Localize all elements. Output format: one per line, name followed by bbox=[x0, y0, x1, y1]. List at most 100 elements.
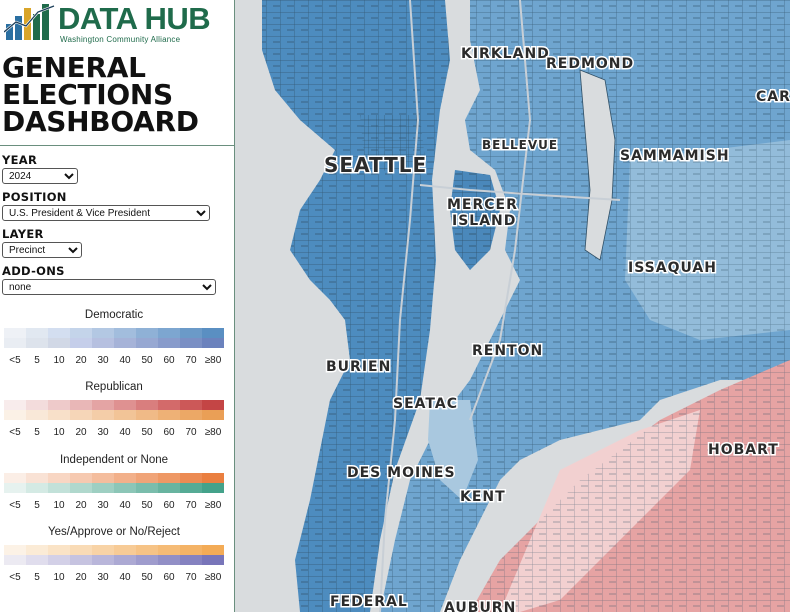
legend-swatch bbox=[4, 473, 26, 493]
legend-tick-label: 40 bbox=[119, 427, 131, 438]
legend-swatch bbox=[136, 328, 158, 348]
page-title-line-2: ELECTIONS bbox=[2, 78, 173, 111]
legend-tick-label: 30 bbox=[97, 572, 109, 583]
addons-label: ADD-ONS bbox=[2, 264, 65, 278]
legend-swatch bbox=[92, 473, 114, 493]
city-label-auburn: AUBURN bbox=[444, 600, 516, 612]
legend-title: Yes/Approve or No/Reject bbox=[48, 526, 180, 538]
legend-swatch bbox=[114, 545, 136, 565]
legend-swatch bbox=[48, 473, 70, 493]
legend-tick-label: 40 bbox=[119, 572, 131, 583]
legend-tick-label: 30 bbox=[97, 355, 109, 366]
legend-tick-label: 10 bbox=[53, 427, 65, 438]
legend-tick-label: <5 bbox=[9, 355, 21, 366]
legend-ticks: <5 5 10 20 30 40 50 60 70 ≥80 bbox=[4, 572, 224, 583]
legend-tick-label: 50 bbox=[141, 572, 153, 583]
legend-tick-label: <5 bbox=[9, 572, 21, 583]
legend-swatch bbox=[26, 328, 48, 348]
legend-swatch bbox=[136, 545, 158, 565]
legend-tick-label: 20 bbox=[75, 427, 87, 438]
legend-swatch bbox=[26, 545, 48, 565]
legend-tick-label: 10 bbox=[53, 500, 65, 511]
legend-swatch bbox=[202, 473, 224, 493]
lake-sammamish bbox=[579, 69, 616, 261]
page-title-line-1: GENERAL bbox=[2, 51, 146, 84]
legend-tick-label: 60 bbox=[163, 355, 175, 366]
legend-tick-label: 50 bbox=[141, 500, 153, 511]
legend-tick-label: 5 bbox=[34, 572, 40, 583]
legend-tick-label: 10 bbox=[53, 355, 65, 366]
layer-label: LAYER bbox=[2, 227, 44, 241]
brand-title: DATA HUB bbox=[58, 1, 211, 36]
brand-subtitle: Washington Community Alliance bbox=[60, 35, 181, 44]
legend-tick-label: 5 bbox=[34, 355, 40, 366]
city-label-seattle: SEATTLE bbox=[324, 153, 427, 177]
legend-swatch bbox=[114, 328, 136, 348]
legend-tick-label: 50 bbox=[141, 427, 153, 438]
legend-swatch bbox=[70, 328, 92, 348]
southeast-precincts bbox=[470, 360, 790, 612]
mercer-precincts bbox=[450, 170, 500, 270]
legend-swatch bbox=[92, 400, 114, 420]
legend-swatch bbox=[48, 328, 70, 348]
legend-swatch bbox=[136, 473, 158, 493]
legend-tick-label: 30 bbox=[97, 500, 109, 511]
city-label-mercer: MERCER bbox=[447, 197, 518, 213]
city-label-federal: FEDERAL bbox=[330, 594, 408, 610]
legend-tick-label: 20 bbox=[75, 355, 87, 366]
legend-ticks: <5 5 10 20 30 40 50 60 70 ≥80 bbox=[4, 427, 224, 438]
i90-bridge bbox=[419, 184, 621, 201]
legend-tick-label: 70 bbox=[185, 500, 197, 511]
legend-swatch bbox=[70, 400, 92, 420]
legend-tick-label: 5 bbox=[34, 427, 40, 438]
legend-swatch bbox=[48, 545, 70, 565]
layer-select[interactable]: Precinct bbox=[2, 242, 82, 258]
plateau-precincts bbox=[625, 140, 790, 340]
legend-swatch bbox=[114, 473, 136, 493]
year-select[interactable]: 2024 bbox=[2, 168, 78, 184]
legend-swatch bbox=[26, 473, 48, 493]
addons-select[interactable]: none bbox=[2, 279, 216, 295]
legend-tick-label: 60 bbox=[163, 572, 175, 583]
city-label-kent: KENT bbox=[460, 489, 506, 505]
downtown-precincts bbox=[360, 115, 425, 175]
legend-tick-label: 50 bbox=[141, 355, 153, 366]
sidebar: DATA HUB Washington Community Alliance G… bbox=[0, 0, 235, 612]
legend-swatch bbox=[114, 400, 136, 420]
legend-block: Democratic <5 5 10 20 30 40 50 60 70 ≥80 bbox=[4, 308, 224, 366]
legend-swatch bbox=[4, 400, 26, 420]
legend-swatch bbox=[180, 328, 202, 348]
interstate-5 bbox=[379, 0, 420, 612]
legend-swatch bbox=[202, 328, 224, 348]
legend-swatches bbox=[4, 400, 224, 420]
legend-tick-label: 40 bbox=[119, 355, 131, 366]
legend-swatch bbox=[158, 473, 180, 493]
city-label-hobart: HOBART bbox=[708, 442, 779, 458]
legend-ticks: <5 5 10 20 30 40 50 60 70 ≥80 bbox=[4, 500, 224, 511]
legend-ticks: <5 5 10 20 30 40 50 60 70 ≥80 bbox=[4, 355, 224, 366]
page-title-line-3: DASHBOARD bbox=[2, 105, 199, 138]
legend-tick-label: 60 bbox=[163, 427, 175, 438]
city-label-redmond: REDMOND bbox=[546, 56, 634, 72]
legend-tick-label: 20 bbox=[75, 572, 87, 583]
legend-block: Yes/Approve or No/Reject <5 5 10 20 30 40 50 60 7… bbox=[4, 525, 224, 583]
brand: DATA HUB Washington Community Alliance bbox=[4, 2, 230, 46]
legend-swatch bbox=[92, 328, 114, 348]
position-select[interactable]: U.S. President & Vice President bbox=[2, 205, 210, 221]
seatac-airport bbox=[428, 400, 478, 500]
legend-swatch bbox=[180, 400, 202, 420]
city-label-burien: BURIEN bbox=[326, 359, 391, 375]
position-label: POSITION bbox=[2, 190, 67, 204]
legend-swatches bbox=[4, 473, 224, 493]
legend-title: Republican bbox=[85, 381, 143, 393]
legend-tick-label: ≥80 bbox=[204, 427, 222, 438]
legend-swatch bbox=[26, 400, 48, 420]
legend-tick-label: 70 bbox=[185, 355, 197, 366]
bar-chart-logo-icon bbox=[4, 4, 55, 40]
legend-swatches bbox=[4, 545, 224, 565]
sidebar-divider bbox=[0, 145, 234, 146]
legend-swatch bbox=[4, 545, 26, 565]
legend-tick-label: 70 bbox=[185, 572, 197, 583]
legend-swatch bbox=[4, 328, 26, 348]
